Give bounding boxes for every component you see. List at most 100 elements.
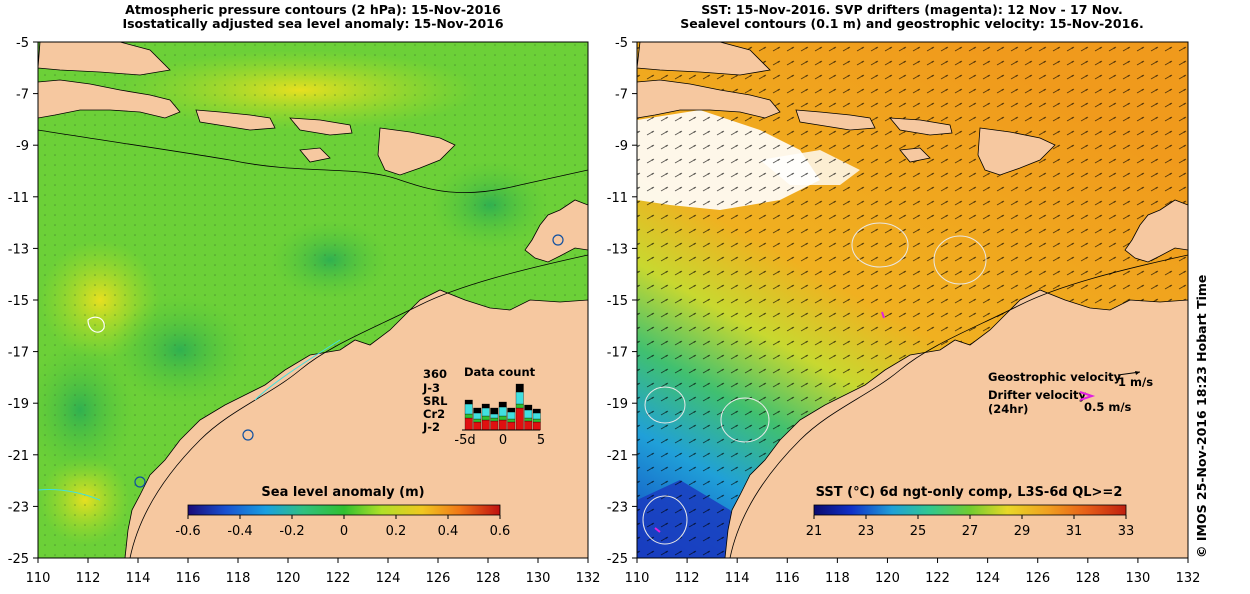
nusa-tenggara-landmass <box>795 109 876 131</box>
x-tick-label: 116 <box>775 571 800 586</box>
data-count-bar-segment <box>473 412 482 420</box>
drifter-velocity-sublabel: (24hr) <box>988 402 1028 416</box>
sealevel-contour <box>642 495 688 545</box>
data-count-bar-segment <box>532 418 541 423</box>
data-count-bar-segment <box>464 399 473 405</box>
data-count-bar-segment <box>490 407 499 415</box>
java-landmass <box>38 79 181 119</box>
drifter-track <box>654 527 661 533</box>
y-tick-label: -5 <box>16 36 29 51</box>
right-title-line1: SST: 15-Nov-2016. SVP drifters (magenta)… <box>701 2 1122 17</box>
timor-landmass <box>377 127 456 176</box>
new-guinea-landmass <box>1124 199 1188 263</box>
x-tick-label: 122 <box>925 571 950 586</box>
sealevel-contour <box>720 397 770 443</box>
satellite-label: J-3 <box>422 381 440 395</box>
y-tick-label: -15 <box>607 294 628 309</box>
data-count-bar-segment <box>524 420 533 431</box>
data-count-bar-segment <box>532 412 541 420</box>
y-tick-label: -5 <box>615 36 628 51</box>
data-count-bar-segment <box>524 409 533 419</box>
data-count-bar-segment <box>507 418 516 423</box>
x-tick-label: 132 <box>576 571 601 586</box>
java-landmass <box>637 79 781 119</box>
y-tick-label: -19 <box>8 397 29 412</box>
satellite-label: J-2 <box>422 420 440 434</box>
y-tick-label: -17 <box>607 346 628 361</box>
colorbar-tick-label: 0.2 <box>386 524 407 539</box>
right-x-axis: 110 112 114 116 118 120 122 124 126 128 130 132 <box>625 558 1201 586</box>
data-count-bar-segment <box>507 421 516 431</box>
shelf-edge-contour <box>129 254 588 558</box>
x-tick-label: 122 <box>326 571 351 586</box>
satellite-label: Cr2 <box>423 407 445 421</box>
borneo-landmass <box>637 42 771 76</box>
data-count-bar-segment <box>524 404 533 411</box>
nusa-tenggara-landmass <box>195 109 276 131</box>
x-tick-label: 124 <box>376 571 401 586</box>
shelf-edge-contour <box>729 254 1188 558</box>
australia-landmass <box>724 289 1188 558</box>
flores-landmass <box>289 117 353 136</box>
x-tick-label: 124 <box>975 571 1000 586</box>
data-count-max: 360 <box>423 367 447 381</box>
satellite-label: SRL <box>423 394 448 408</box>
x-tick-label: 110 <box>26 571 51 586</box>
pressure-low-contour <box>87 316 105 333</box>
geostrophic-velocity-label: Geostrophic velocity <box>988 370 1122 384</box>
data-count-bar-segment <box>515 383 524 393</box>
sealevel-contour <box>851 222 909 268</box>
data-count-bar-segment <box>507 407 516 413</box>
y-tick-label: -21 <box>8 449 29 464</box>
data-count-bar-segment <box>473 407 482 414</box>
colorbar-tick-label: 21 <box>806 524 823 539</box>
flores-landmass <box>889 117 953 136</box>
altimeter-track <box>38 489 101 501</box>
station-marker <box>552 234 564 246</box>
y-tick-label: -13 <box>8 242 29 257</box>
data-count-bar-segment <box>481 407 490 417</box>
new-guinea-landmass <box>524 199 588 263</box>
y-tick-label: -25 <box>8 552 29 567</box>
colorbar-tick-label: -0.4 <box>227 524 252 539</box>
sst-map <box>637 42 1188 558</box>
sla-map <box>38 42 588 558</box>
colorbar-tick-label: 25 <box>910 524 927 539</box>
drifter-scale-label: 0.5 m/s <box>1084 400 1132 414</box>
y-tick-label: -19 <box>607 397 628 412</box>
altimeter-track <box>254 339 341 401</box>
y-tick-label: -15 <box>8 294 29 309</box>
x-tick-label: 128 <box>1075 571 1100 586</box>
y-tick-label: -9 <box>16 139 29 154</box>
y-tick-label: -23 <box>607 500 628 515</box>
y-tick-label: -21 <box>607 449 628 464</box>
data-count-bars <box>464 383 541 431</box>
data-count-bar-segment <box>498 415 507 421</box>
data-count-bar-segment <box>524 417 533 422</box>
data-count-bar-segment <box>532 421 541 431</box>
sla-colorbar: Sea level anomaly (m) -0.6 -0.4 -0.2 0 0.2 0.… <box>175 485 510 539</box>
sst-colorbar: SST (°C) 6d ngt-only comp, L3S-6d QL>=2 … <box>806 485 1135 539</box>
data-count-axis-label: -5d <box>454 433 475 448</box>
y-tick-label: -17 <box>8 346 29 361</box>
timor-landmass <box>977 127 1056 176</box>
x-tick-label: 126 <box>426 571 451 586</box>
sst-colorbar-ticks: 21 23 25 27 29 31 33 <box>806 515 1135 539</box>
colorbar-tick-label: 33 <box>1118 524 1135 539</box>
x-tick-label: 132 <box>1176 571 1201 586</box>
station-marker <box>242 429 254 441</box>
drifter-velocity-label: Drifter velocity <box>988 388 1087 402</box>
left-y-axis: -5 -7 -9 -11 -13 -15 -17 -19 -21 -23 -25 <box>8 36 38 567</box>
data-count-bar-segment <box>490 413 499 419</box>
y-tick-label: -9 <box>615 139 628 154</box>
sla-colorbar-ticks: -0.6 -0.4 -0.2 0 0.2 0.4 0.6 <box>175 515 510 539</box>
colorbar-tick-label: 23 <box>858 524 875 539</box>
imos-credit-label: © IMOS 25-Nov-2016 18:23 Hobart Time <box>1194 275 1209 558</box>
x-tick-label: 112 <box>76 571 101 586</box>
data-count-bar-segment <box>481 415 490 421</box>
australia-landmass <box>124 289 588 558</box>
drifter-track <box>881 311 885 319</box>
y-tick-label: -25 <box>607 552 628 567</box>
